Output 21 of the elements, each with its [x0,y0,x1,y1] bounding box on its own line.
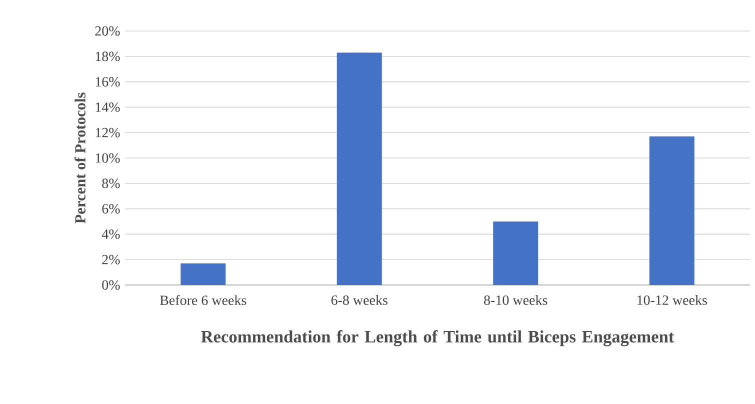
bar [649,136,694,285]
x-tick-label: Before 6 weeks [160,295,246,306]
y-axis-title: Percent of Protocols [74,92,86,224]
bar [336,52,382,285]
x-tick-label: 6-8 weeks [331,295,388,305]
x-tick-label: 10-12 weeks [638,295,707,305]
y-tick-label: 18% [96,52,120,62]
y-tick-label: 20% [95,26,120,36]
y-tick-label: 8% [102,178,120,188]
y-tick-label: 0% [102,280,120,290]
x-axis-title: Recommendation for Length of Time until Biceps Engagement [201,330,674,346]
y-tick-label: 10% [96,153,120,163]
bar [180,263,226,285]
y-tick-label: 4% [102,229,120,239]
y-tick-label: 16% [96,77,120,87]
y-tick-label: 14% [96,102,120,112]
y-tick-label: 2% [102,254,120,264]
y-tick-label: 6% [102,204,120,214]
y-tick-label: 12% [96,128,120,138]
bar [493,222,538,285]
x-tick-label: 8-10 weeks [484,295,548,305]
